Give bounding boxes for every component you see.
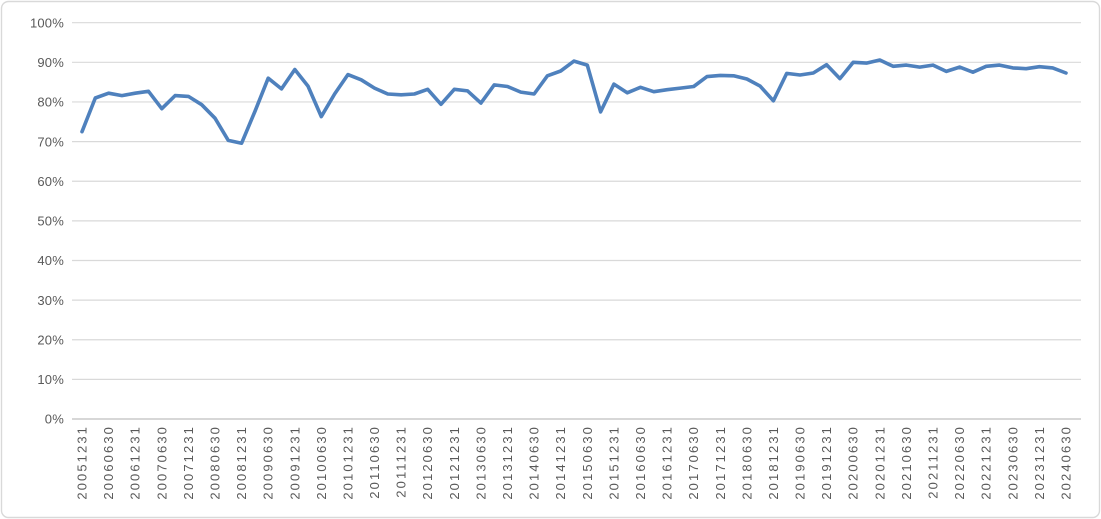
x-tick-label: 20051231 (75, 425, 90, 500)
x-tick-label: 20230630 (1005, 425, 1020, 500)
x-tick-label: 20201231 (872, 425, 887, 500)
y-tick-label: 70% (37, 134, 64, 149)
x-tick-label: 20060630 (101, 425, 116, 500)
x-tick-label: 20231231 (1032, 425, 1047, 500)
x-tick-label: 20110630 (367, 425, 382, 499)
y-tick-label: 50% (37, 214, 64, 229)
x-tick-label: 20080630 (207, 425, 222, 500)
x-tick-label: 20190630 (793, 425, 808, 500)
x-tick-label: 20151231 (606, 425, 621, 500)
x-tick-label: 20210630 (899, 425, 914, 500)
x-tick-label: 20160630 (633, 425, 648, 500)
x-tick-label: 20070630 (154, 425, 169, 500)
x-tick-label: 20150630 (580, 425, 595, 500)
x-tick-label: 20191231 (819, 425, 834, 500)
x-tick-label: 20141231 (553, 425, 568, 500)
x-tick-label: 20081231 (234, 425, 249, 500)
x-tick-label: 20131231 (500, 425, 515, 500)
x-tick-label: 20130630 (473, 425, 488, 500)
y-tick-label: 80% (37, 95, 64, 110)
y-tick-label: 60% (37, 174, 64, 189)
x-tick-label: 20180630 (739, 425, 754, 500)
x-tick-label: 20111231 (394, 425, 409, 498)
x-tick-label: 20220630 (952, 425, 967, 500)
y-tick-label: 20% (37, 332, 64, 347)
x-tick-label: 20101231 (340, 425, 355, 500)
y-tick-label: 0% (45, 412, 64, 427)
x-tick-label: 20071231 (181, 425, 196, 500)
x-tick-label: 20181231 (766, 425, 781, 500)
y-tick-label: 10% (37, 372, 64, 387)
x-tick-label: 20140630 (527, 425, 542, 500)
x-tick-label: 20120630 (420, 425, 435, 500)
x-tick-label: 20090630 (261, 425, 276, 500)
x-tick-label: 20161231 (660, 425, 675, 500)
x-tick-label: 20200630 (846, 425, 861, 500)
y-tick-label: 90% (37, 55, 64, 70)
x-tick-label: 20170630 (686, 425, 701, 500)
x-tick-label: 20211231 (926, 425, 941, 499)
x-tick-label: 20221231 (979, 425, 994, 500)
y-tick-label: 30% (37, 293, 64, 308)
x-tick-label: 20091231 (287, 425, 302, 500)
x-tick-label: 20171231 (713, 425, 728, 500)
y-tick-label: 100% (30, 15, 64, 30)
x-tick-label: 20061231 (128, 425, 143, 500)
data-line-series (80, 58, 1068, 145)
x-tick-label: 20100630 (314, 425, 329, 500)
y-tick-label: 40% (37, 253, 64, 268)
x-tick-label: 20240630 (1058, 425, 1073, 500)
x-tick-label: 20121231 (447, 425, 462, 500)
